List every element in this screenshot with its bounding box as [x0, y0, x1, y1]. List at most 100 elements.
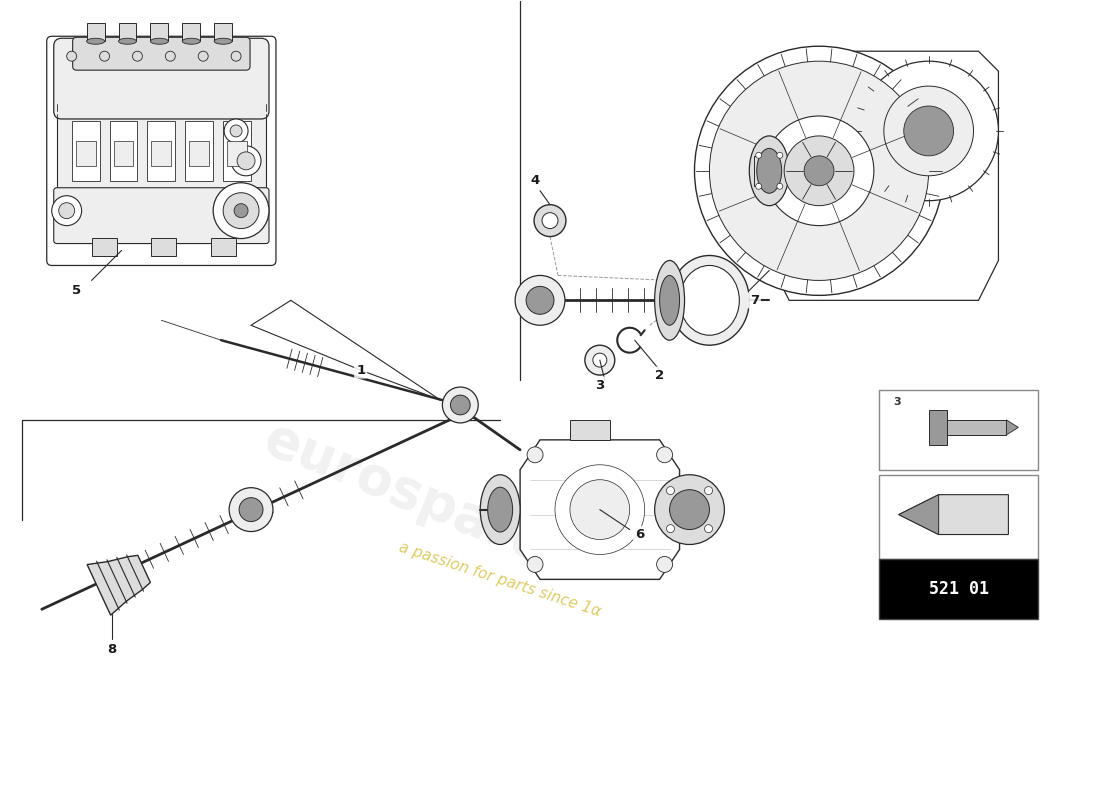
Circle shape [132, 51, 142, 61]
Circle shape [213, 182, 270, 238]
Circle shape [442, 387, 478, 423]
Circle shape [883, 86, 974, 176]
Bar [223, 121, 251, 181]
Text: 1: 1 [356, 364, 365, 377]
Circle shape [904, 106, 954, 156]
Ellipse shape [214, 38, 232, 44]
Circle shape [535, 205, 565, 237]
Bar [227, 141, 248, 166]
Circle shape [764, 116, 873, 226]
Bar [110, 121, 138, 181]
Circle shape [784, 136, 854, 206]
Bar [183, 23, 200, 42]
Ellipse shape [87, 38, 104, 44]
Circle shape [67, 51, 77, 61]
Circle shape [100, 51, 110, 61]
Bar [879, 474, 1038, 559]
Circle shape [234, 204, 249, 218]
Bar [151, 23, 168, 42]
Circle shape [756, 183, 761, 190]
FancyBboxPatch shape [54, 38, 270, 119]
Polygon shape [1006, 420, 1019, 435]
Bar [879, 390, 1038, 470]
Text: eurospares: eurospares [256, 413, 584, 586]
Bar [87, 23, 104, 42]
Text: 521 01: 521 01 [928, 580, 989, 598]
Bar [570, 420, 609, 440]
Ellipse shape [654, 261, 684, 340]
Circle shape [593, 353, 607, 367]
Circle shape [526, 286, 554, 314]
Circle shape [670, 490, 710, 530]
Circle shape [694, 46, 944, 295]
Circle shape [804, 156, 834, 186]
Text: 8: 8 [107, 642, 117, 656]
Circle shape [52, 196, 81, 226]
Circle shape [238, 152, 255, 170]
Ellipse shape [670, 255, 749, 345]
Text: 5: 5 [73, 284, 81, 297]
Ellipse shape [481, 474, 520, 545]
Polygon shape [755, 156, 774, 186]
Bar [879, 559, 1038, 619]
Bar [76, 141, 96, 166]
Ellipse shape [660, 275, 680, 326]
Bar [152, 141, 172, 166]
Bar [72, 121, 100, 181]
Text: 2: 2 [656, 369, 664, 382]
Polygon shape [899, 494, 938, 534]
Ellipse shape [680, 266, 739, 335]
Polygon shape [769, 51, 999, 300]
FancyBboxPatch shape [47, 36, 276, 266]
Bar [57, 111, 266, 190]
Text: 4: 4 [530, 174, 540, 187]
Bar [119, 23, 136, 42]
Circle shape [450, 395, 470, 415]
Circle shape [667, 486, 674, 494]
Circle shape [777, 183, 783, 190]
Bar [91, 238, 117, 255]
Circle shape [710, 61, 928, 281]
Circle shape [667, 525, 674, 533]
Circle shape [58, 202, 75, 218]
Ellipse shape [119, 38, 136, 44]
Ellipse shape [151, 38, 168, 44]
Polygon shape [899, 494, 1009, 534]
Circle shape [231, 146, 261, 176]
Circle shape [230, 125, 242, 137]
Text: 3: 3 [894, 397, 901, 407]
Circle shape [585, 345, 615, 375]
FancyBboxPatch shape [73, 38, 250, 70]
Bar [211, 238, 236, 255]
Ellipse shape [487, 487, 513, 532]
Circle shape [542, 213, 558, 229]
Bar [214, 23, 232, 42]
Circle shape [198, 51, 208, 61]
Bar [947, 420, 1007, 435]
Circle shape [756, 152, 761, 158]
Circle shape [654, 474, 725, 545]
Circle shape [657, 557, 672, 572]
Circle shape [165, 51, 175, 61]
Polygon shape [520, 440, 680, 579]
Bar [152, 238, 176, 255]
Text: 7: 7 [750, 294, 759, 307]
Bar [113, 141, 133, 166]
Ellipse shape [749, 136, 789, 206]
Circle shape [239, 498, 263, 522]
Text: 6: 6 [635, 528, 645, 541]
Circle shape [527, 447, 543, 462]
Circle shape [527, 557, 543, 572]
Polygon shape [87, 555, 151, 615]
Text: a passion for parts since 1α: a passion for parts since 1α [397, 539, 603, 619]
Text: 3: 3 [595, 378, 605, 391]
Circle shape [705, 486, 713, 494]
Circle shape [777, 152, 783, 158]
Circle shape [515, 275, 565, 326]
Circle shape [570, 480, 629, 539]
Bar [185, 121, 213, 181]
Ellipse shape [183, 38, 200, 44]
Circle shape [231, 51, 241, 61]
Circle shape [657, 447, 672, 462]
Bar [147, 121, 175, 181]
